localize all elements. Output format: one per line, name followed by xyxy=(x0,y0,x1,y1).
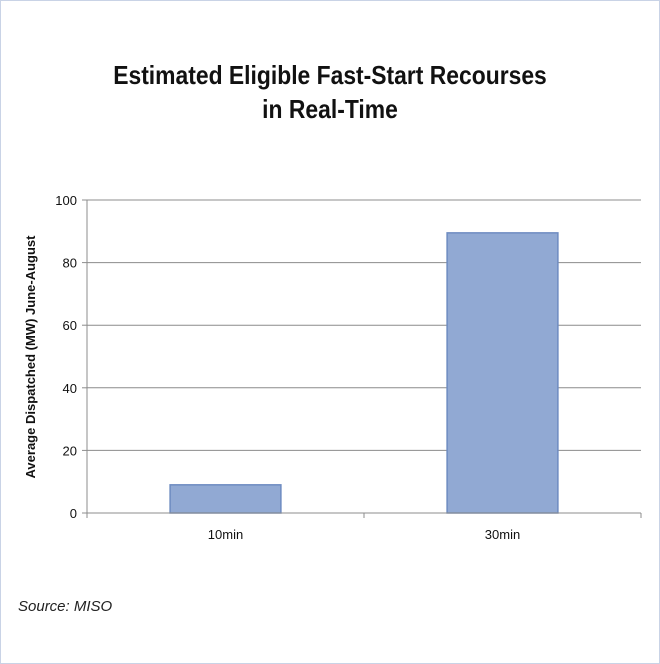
source-note: Source: MISO xyxy=(18,598,113,615)
y-tick-label: 100 xyxy=(55,193,77,208)
x-tick-label: 30min xyxy=(485,527,520,542)
y-axis-label: Average Dispatched (MW) June-August xyxy=(23,235,38,479)
chart-title: Estimated Eligible Fast-Start Recourses … xyxy=(40,58,621,126)
bar-10min xyxy=(169,484,282,514)
bar-30min xyxy=(446,232,559,514)
chart-title-line-1: Estimated Eligible Fast-Start Recourses xyxy=(113,60,547,90)
y-tick-label: 0 xyxy=(70,506,77,521)
y-tick-label: 20 xyxy=(63,443,77,458)
y-tick-label: 80 xyxy=(63,256,77,271)
y-tick-label: 40 xyxy=(63,381,77,396)
x-tick-label: 10min xyxy=(208,527,243,542)
chart-title-line-2: in Real-Time xyxy=(262,94,398,124)
y-tick-label: 60 xyxy=(63,318,77,333)
